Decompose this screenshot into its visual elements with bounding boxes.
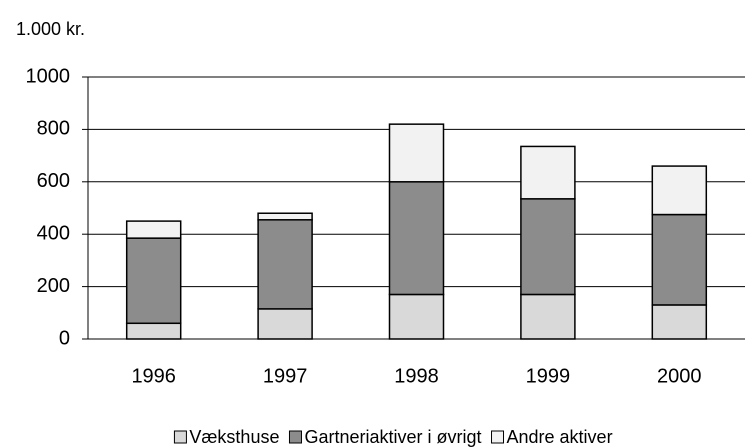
bar-segment	[257, 219, 313, 310]
bar-segment	[520, 145, 576, 200]
y-tick-label: 800	[37, 118, 70, 140]
y-tick-label: 0	[59, 327, 70, 349]
bar-segment	[125, 322, 182, 340]
bar-segment	[651, 165, 708, 216]
bar-segment	[520, 293, 576, 340]
bar-segment	[125, 237, 182, 325]
bar-segment	[388, 123, 445, 183]
x-tick-label: 1996	[131, 365, 176, 387]
x-tick-label: 1999	[526, 365, 571, 387]
y-tick-label: 1000	[26, 65, 71, 87]
x-tick-label: 2000	[657, 365, 702, 387]
legend-label: Væksthuse	[189, 427, 279, 447]
y-tick-label: 600	[37, 170, 70, 192]
y-tick-label: 200	[37, 275, 70, 297]
bar-segment	[257, 212, 313, 221]
bar-segment	[520, 198, 576, 296]
legend-label: Gartneriaktiver i øvrigt	[304, 427, 481, 447]
legend-swatch	[491, 430, 505, 444]
bar-segment	[257, 308, 313, 340]
bar-segment	[388, 181, 445, 296]
bar-segment	[125, 220, 182, 239]
x-tick-label: 1998	[394, 365, 439, 387]
legend: Væksthuse Gartneriaktiver i øvrigt Andre a…	[173, 427, 613, 447]
bar-segment	[388, 293, 445, 340]
bar-segment	[651, 304, 708, 340]
legend-swatch	[288, 430, 302, 444]
y-tick-label: 400	[37, 222, 70, 244]
x-tick-label: 1997	[263, 365, 308, 387]
legend-label: Andre aktiver	[507, 427, 613, 447]
legend-swatch	[173, 430, 187, 444]
bar-segment	[651, 213, 708, 306]
chart-title: 1.000 kr.	[16, 19, 85, 39]
